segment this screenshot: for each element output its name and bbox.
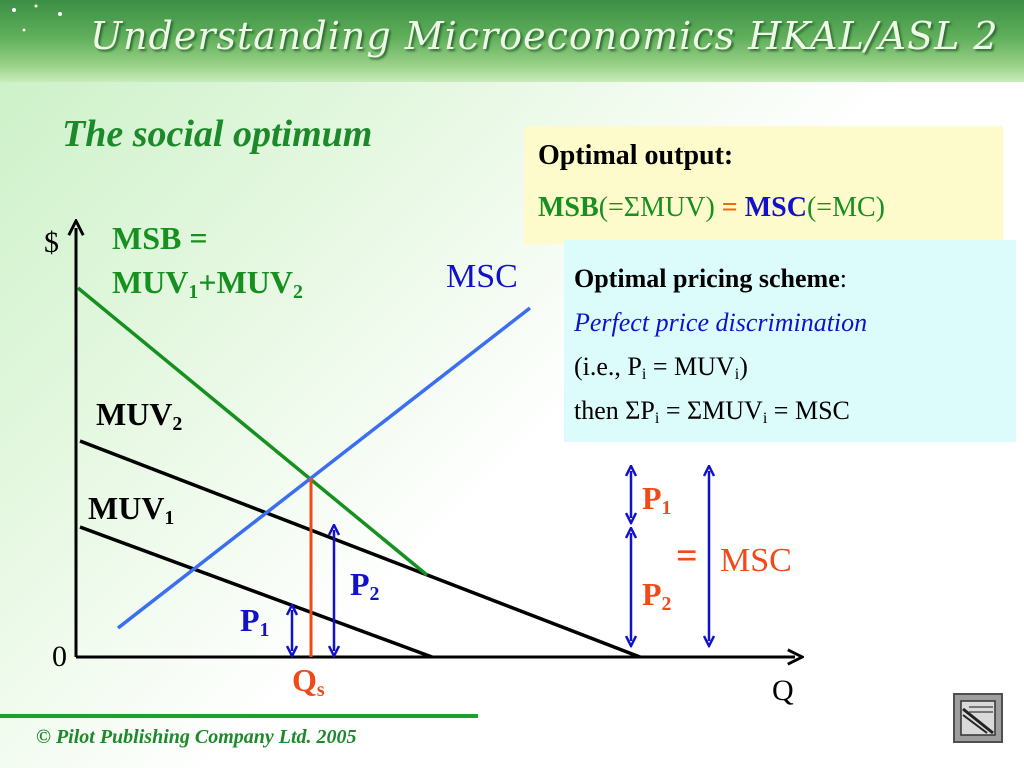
pricing-scheme: Perfect price discrimination — [574, 308, 868, 337]
mc-term: (=MC) — [806, 192, 885, 223]
footer-copyright: © Pilot Publishing Company Ltd. 2005 — [36, 726, 357, 748]
footer-divider — [0, 714, 478, 718]
optimal-output-box: Optimal output: MSB(=ΣMUV) = MSC(=MC) — [524, 126, 1003, 244]
slide-title: The social optimum — [62, 113, 373, 155]
msc-label: MSC — [446, 258, 518, 295]
optimal-output-equation: MSB(=ΣMUV) = MSC(=MC) — [538, 192, 1003, 224]
qs-label: Qs — [292, 662, 325, 701]
slide-nav-icon[interactable] — [953, 693, 1003, 743]
sparkle-icon — [12, 4, 62, 32]
pricing-heading: Optimal pricing scheme — [574, 264, 840, 293]
header-banner: Understanding Microeconomics HKAL/ASL 2 — [0, 0, 1024, 82]
slide-nav-glyph-icon — [960, 700, 996, 736]
pricing-then: then ΣPi = ΣMUVi = MSC — [574, 396, 850, 428]
msc-line — [116, 306, 532, 630]
muv2-label: MUV2 — [96, 396, 183, 435]
origin-label: 0 — [52, 640, 67, 673]
sum-muv-term: (=ΣMUV) — [598, 192, 715, 223]
legend-equals: = — [676, 535, 698, 577]
legend-msc-label: MSC — [720, 542, 792, 579]
legend-p2-label: P2 — [642, 576, 672, 615]
muv2-line — [79, 439, 641, 659]
pricing-colon: : — [839, 264, 847, 293]
msb-line — [76, 286, 429, 577]
optimal-output-heading: Optimal output: — [538, 140, 734, 171]
msb-label-line1: MSB = — [112, 220, 208, 256]
muv1-line — [79, 525, 433, 659]
optimal-pricing-box: Optimal pricing scheme: Perfect price di… — [564, 240, 1016, 442]
legend-p1-label: P1 — [642, 480, 672, 519]
msb-label-line2: MUV1+MUV2 — [112, 264, 303, 303]
msb-term: MSB — [538, 192, 599, 223]
equals-sign: = — [721, 192, 738, 223]
muv1-label: MUV1 — [88, 490, 175, 529]
y-axis-label: $ — [44, 226, 59, 259]
x-axis-label: Q — [772, 674, 794, 707]
msc-term: MSC — [744, 192, 807, 223]
pricing-ie: (i.e., Pi = MUVi) — [574, 352, 748, 384]
p1-label: P1 — [240, 602, 270, 641]
header-title: Understanding Microeconomics HKAL/ASL 2 — [90, 14, 999, 58]
p2-label: P2 — [350, 566, 380, 605]
